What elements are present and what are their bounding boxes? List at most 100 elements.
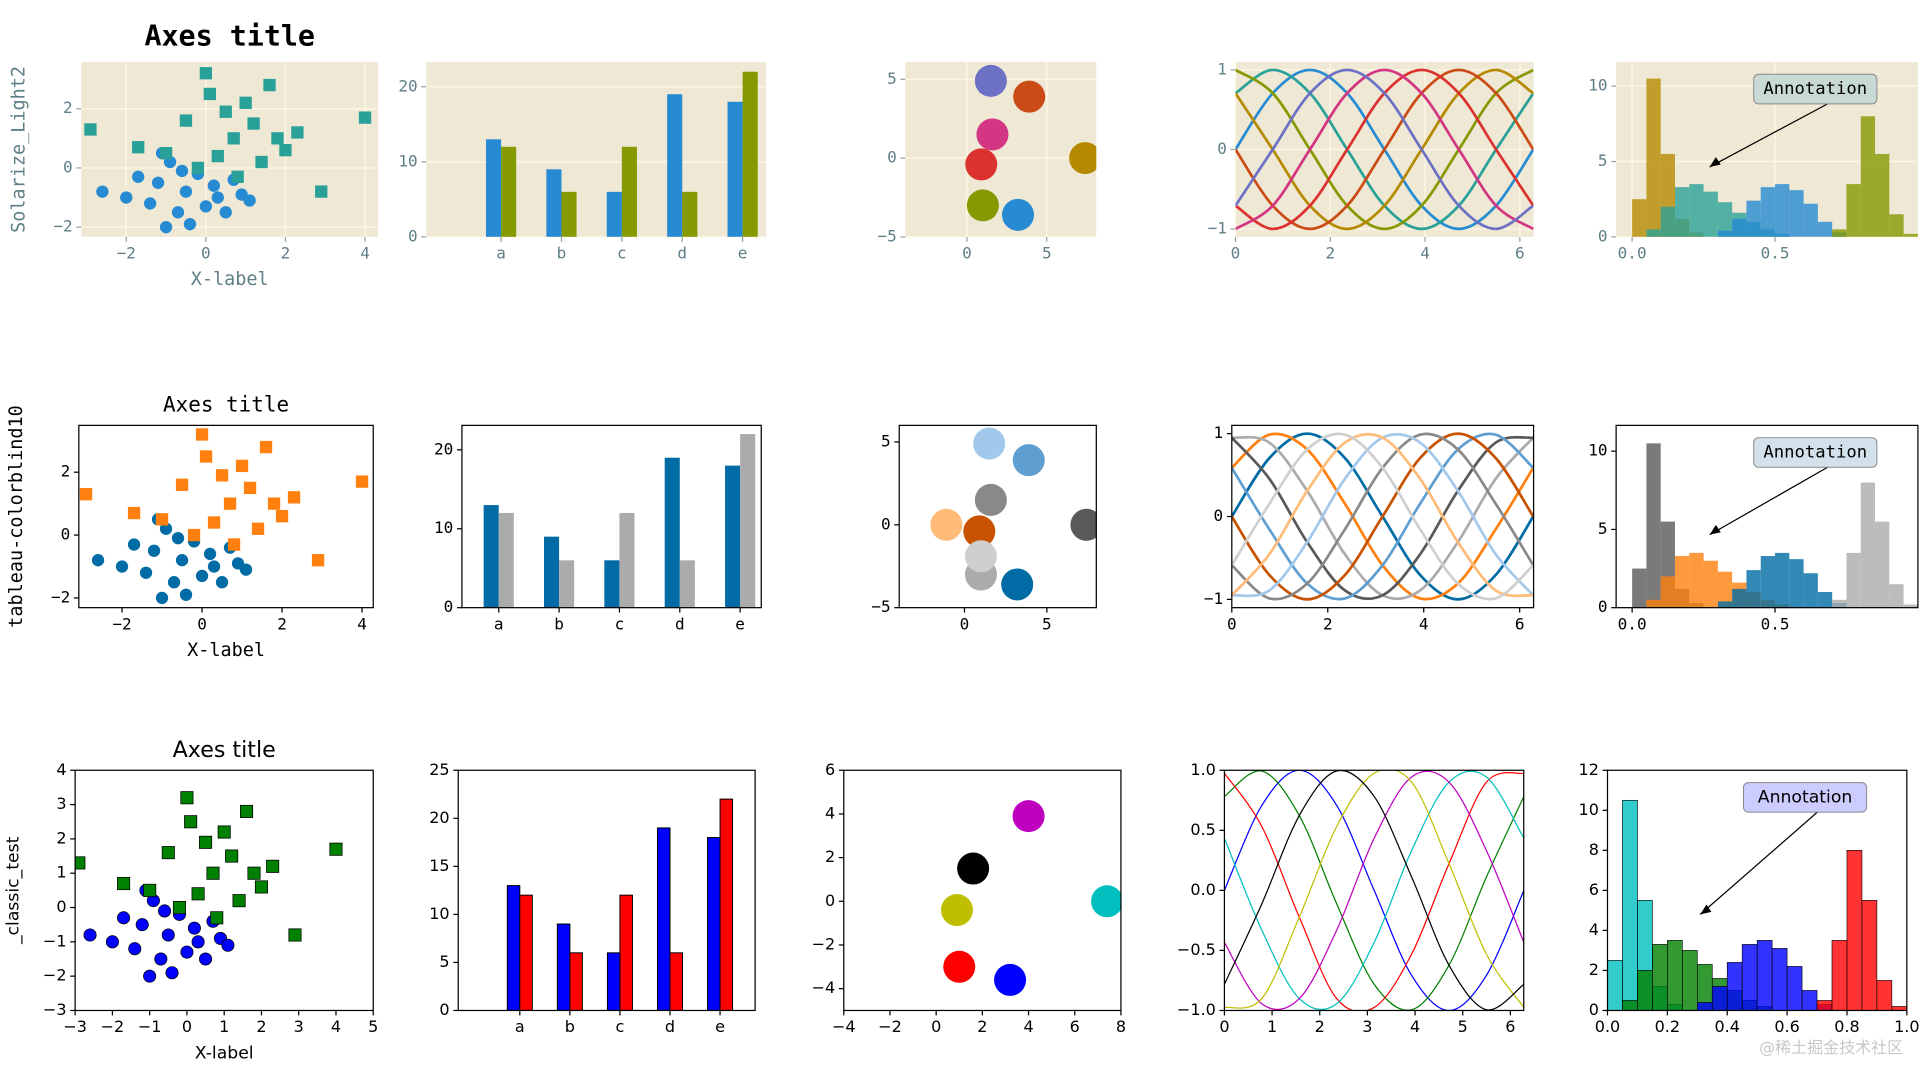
hist-bin: [1646, 229, 1661, 237]
x-tick-label: 2: [1325, 244, 1335, 263]
marker: [279, 144, 292, 157]
plot-area: [1235, 68, 1534, 231]
sine-line: [1235, 68, 1534, 231]
x-tick-label: 5: [1042, 244, 1052, 263]
y-tick-label: 1: [1214, 423, 1224, 442]
bar: [740, 434, 756, 608]
subplot: −1.0 −0.5 0.0 0.5 1.0 0 1 2 3 4 5 6: [1177, 760, 1525, 1036]
x-tick-label: 4: [1023, 1017, 1033, 1036]
axes-frame: [843, 769, 1122, 1012]
marker: [263, 78, 276, 92]
y-tick-label: 0.0: [1190, 880, 1215, 899]
y-tick-label: 5: [1598, 519, 1608, 538]
x-tick-label: 0: [1227, 614, 1237, 633]
hist-bin: [1756, 940, 1773, 1011]
marker: [358, 111, 372, 124]
sine-line: [1235, 68, 1534, 231]
x-tick-label: 1: [1267, 1017, 1277, 1036]
marker: [115, 560, 129, 573]
sine-line: [1224, 770, 1524, 1011]
hist-bin: [1717, 230, 1733, 237]
marker: [132, 170, 145, 183]
hist-bin: [1717, 571, 1733, 608]
y-tick-label: −1: [43, 931, 67, 950]
marker: [195, 428, 209, 441]
y-tick-label: 0: [63, 157, 73, 176]
y-tick-label: 0: [1217, 139, 1227, 158]
x-tick-label: e: [735, 614, 745, 633]
marker: [155, 591, 169, 605]
y-tick-label: −1: [1208, 218, 1227, 237]
x-tick-label: 0.6: [1774, 1017, 1799, 1036]
marker: [963, 515, 996, 548]
x-tick-label: 2: [256, 1017, 266, 1036]
bar: [559, 560, 575, 608]
marker: [180, 945, 194, 959]
axes-title: Axes title: [173, 737, 276, 763]
bar: [498, 512, 514, 608]
hist-bin: [1711, 986, 1728, 1011]
bar: [669, 952, 683, 1011]
marker: [974, 483, 1007, 516]
bar: [679, 560, 695, 608]
marker: [355, 475, 369, 488]
marker: [191, 887, 205, 901]
marker: [266, 859, 280, 873]
x-label: X-label: [191, 269, 269, 290]
annotation-arrowhead: [1709, 524, 1721, 535]
annotation-arrowhead: [1700, 904, 1712, 915]
hist-bin: [1726, 962, 1743, 1011]
marker: [940, 894, 973, 927]
marker: [973, 427, 1006, 460]
axes-frame: [78, 424, 374, 609]
x-tick-label: 4: [357, 614, 367, 633]
y-tick-label: 2: [56, 828, 66, 847]
y-tick-label: 0: [1214, 506, 1224, 525]
y-tick-label: 2: [63, 98, 73, 117]
axes-frame: [74, 769, 374, 1012]
y-tick-label: 10: [429, 904, 449, 923]
hist-bin: [1622, 799, 1638, 1011]
marker: [91, 554, 105, 567]
bar: [619, 894, 633, 1011]
x-label: X-label: [195, 1044, 254, 1064]
marker: [1069, 142, 1097, 175]
x-tick-label: 0: [1231, 244, 1241, 263]
y-label: tableau-colorblind10: [6, 405, 27, 627]
marker: [251, 522, 265, 535]
plot-area: [930, 427, 1097, 601]
x-tick-label: 1.0: [1894, 1017, 1919, 1036]
x-tick-label: 0.8: [1834, 1017, 1859, 1036]
sine-line: [1231, 435, 1534, 601]
subplot: −3 −2 −1 0 1 2 3 4 −3 −2 −1 0 1 2 3 4 5 Axes title X-label…: [4, 737, 379, 1064]
sine-line: [1224, 770, 1524, 1011]
x-tick-label: 6: [1070, 1017, 1080, 1036]
x-tick-label: 0: [182, 1017, 192, 1036]
hist-bin: [1674, 556, 1690, 608]
hist-bin: [1646, 78, 1661, 237]
bar: [501, 146, 517, 237]
plot-area: [1607, 799, 1907, 1011]
marker: [191, 935, 205, 949]
y-tick-label: 2: [1589, 960, 1599, 979]
hist-bin: [1889, 584, 1904, 608]
x-tick-label: c: [616, 1017, 625, 1036]
marker: [240, 804, 254, 818]
marker: [255, 155, 268, 169]
x-tick-label: 0: [197, 614, 207, 633]
hist-bin: [1775, 184, 1790, 237]
hist-bin: [1860, 116, 1876, 237]
sine-line: [1235, 68, 1534, 231]
hist-bin: [1622, 1000, 1638, 1011]
y-tick-label: 2: [61, 462, 71, 481]
marker: [957, 852, 990, 885]
subplot: −2 0 2 −2 0 2 4 Axes title X-label tableau-colorb…: [6, 393, 374, 661]
annotation-box: [1753, 73, 1878, 105]
marker: [199, 450, 213, 463]
y-tick-label: −2: [43, 966, 67, 985]
hist-bin: [1817, 221, 1833, 237]
marker: [206, 866, 220, 880]
subplot: 0 2 4 6 8 10 12 0.0 0.2 0.4 0.6 0.8 1.0 Annotation: [1579, 760, 1920, 1036]
hist-bin: [1832, 599, 1847, 608]
